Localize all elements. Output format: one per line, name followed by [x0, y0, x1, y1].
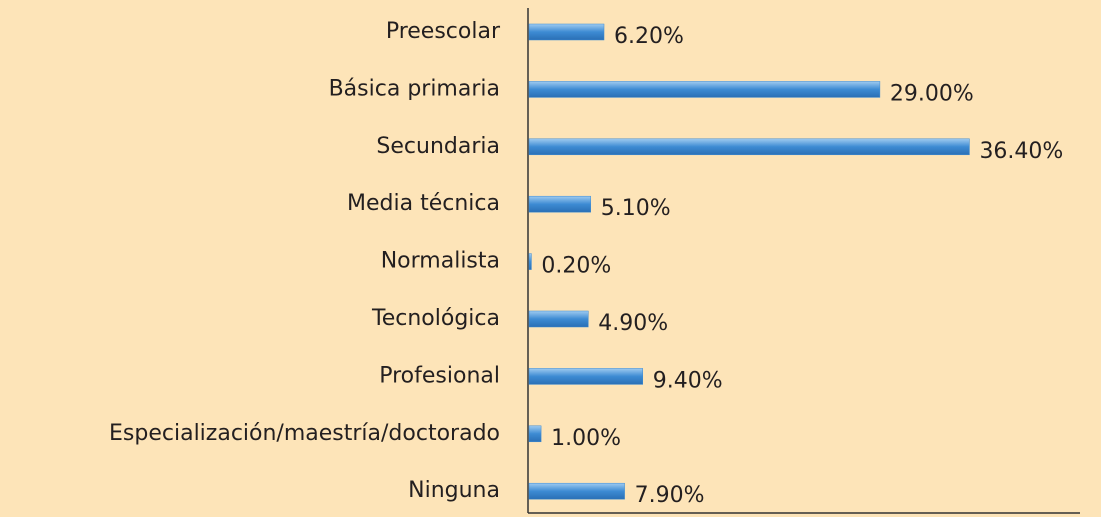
category-label: Normalista: [381, 249, 500, 274]
bar: [528, 425, 542, 443]
value-label: 5.10%: [601, 196, 671, 221]
bar: [528, 368, 643, 385]
value-label: 36.40%: [979, 139, 1063, 164]
category-label: Preescolar: [386, 19, 501, 44]
category-label: Especialización/maestría/doctorado: [109, 421, 500, 446]
value-label: 7.90%: [635, 483, 705, 508]
category-label: Tecnológica: [371, 306, 500, 331]
value-label: 9.40%: [653, 368, 723, 393]
category-label: Media técnica: [347, 191, 500, 216]
category-label: Secundaria: [376, 134, 500, 159]
value-label: 29.00%: [890, 81, 974, 106]
bar: [528, 253, 532, 270]
bar: [528, 23, 605, 41]
value-label: 1.00%: [551, 426, 621, 451]
value-label: 0.20%: [541, 254, 611, 279]
category-label: Profesional: [379, 363, 500, 388]
value-label: 6.20%: [614, 24, 684, 49]
category-label: Básica primaria: [329, 76, 500, 101]
bar: [528, 195, 591, 213]
bar: [528, 81, 881, 98]
bar: [528, 482, 625, 500]
bar: [528, 310, 589, 328]
bar: [528, 138, 970, 156]
value-label: 4.90%: [598, 311, 668, 336]
category-label: Ninguna: [408, 478, 500, 503]
